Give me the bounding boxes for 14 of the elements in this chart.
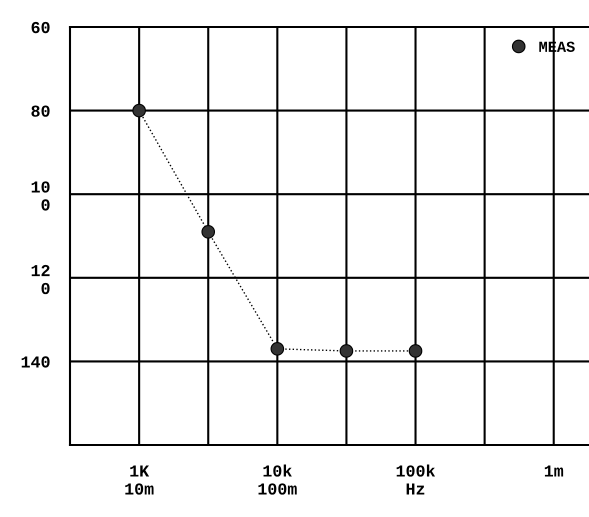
x-tick-label: 100k Hz — [396, 464, 436, 494]
x-tick-label: 1K 10m — [125, 466, 154, 495]
y-tick-label: 140 — [22, 356, 50, 368]
y-tick-label: 12 0 — [32, 264, 50, 294]
y-tick-label: 80 — [31, 105, 50, 117]
point — [270, 342, 284, 356]
point — [201, 225, 216, 239]
x-tick-label: 10k 100m — [258, 464, 297, 495]
x-tick-label: 1m — [544, 466, 564, 477]
point — [132, 104, 146, 118]
point — [408, 344, 422, 358]
y-tick-label: 60 — [32, 22, 50, 34]
point — [340, 344, 354, 358]
y-tick-label: 10 0 — [32, 181, 50, 211]
